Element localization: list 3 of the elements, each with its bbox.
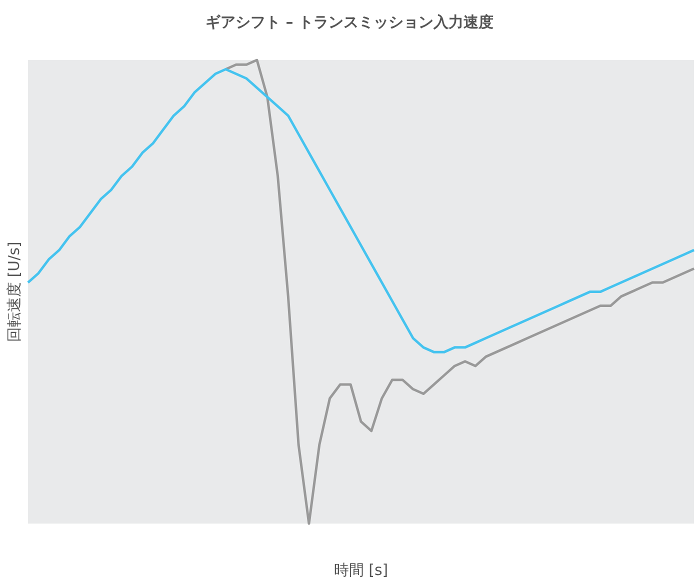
chart-title: ギアシフト – トランスミッション入力速度 — [206, 12, 494, 31]
x-axis-title: 時間 [s] — [334, 560, 388, 579]
y-axis-title: 回転速度 [U/s] — [4, 242, 23, 342]
